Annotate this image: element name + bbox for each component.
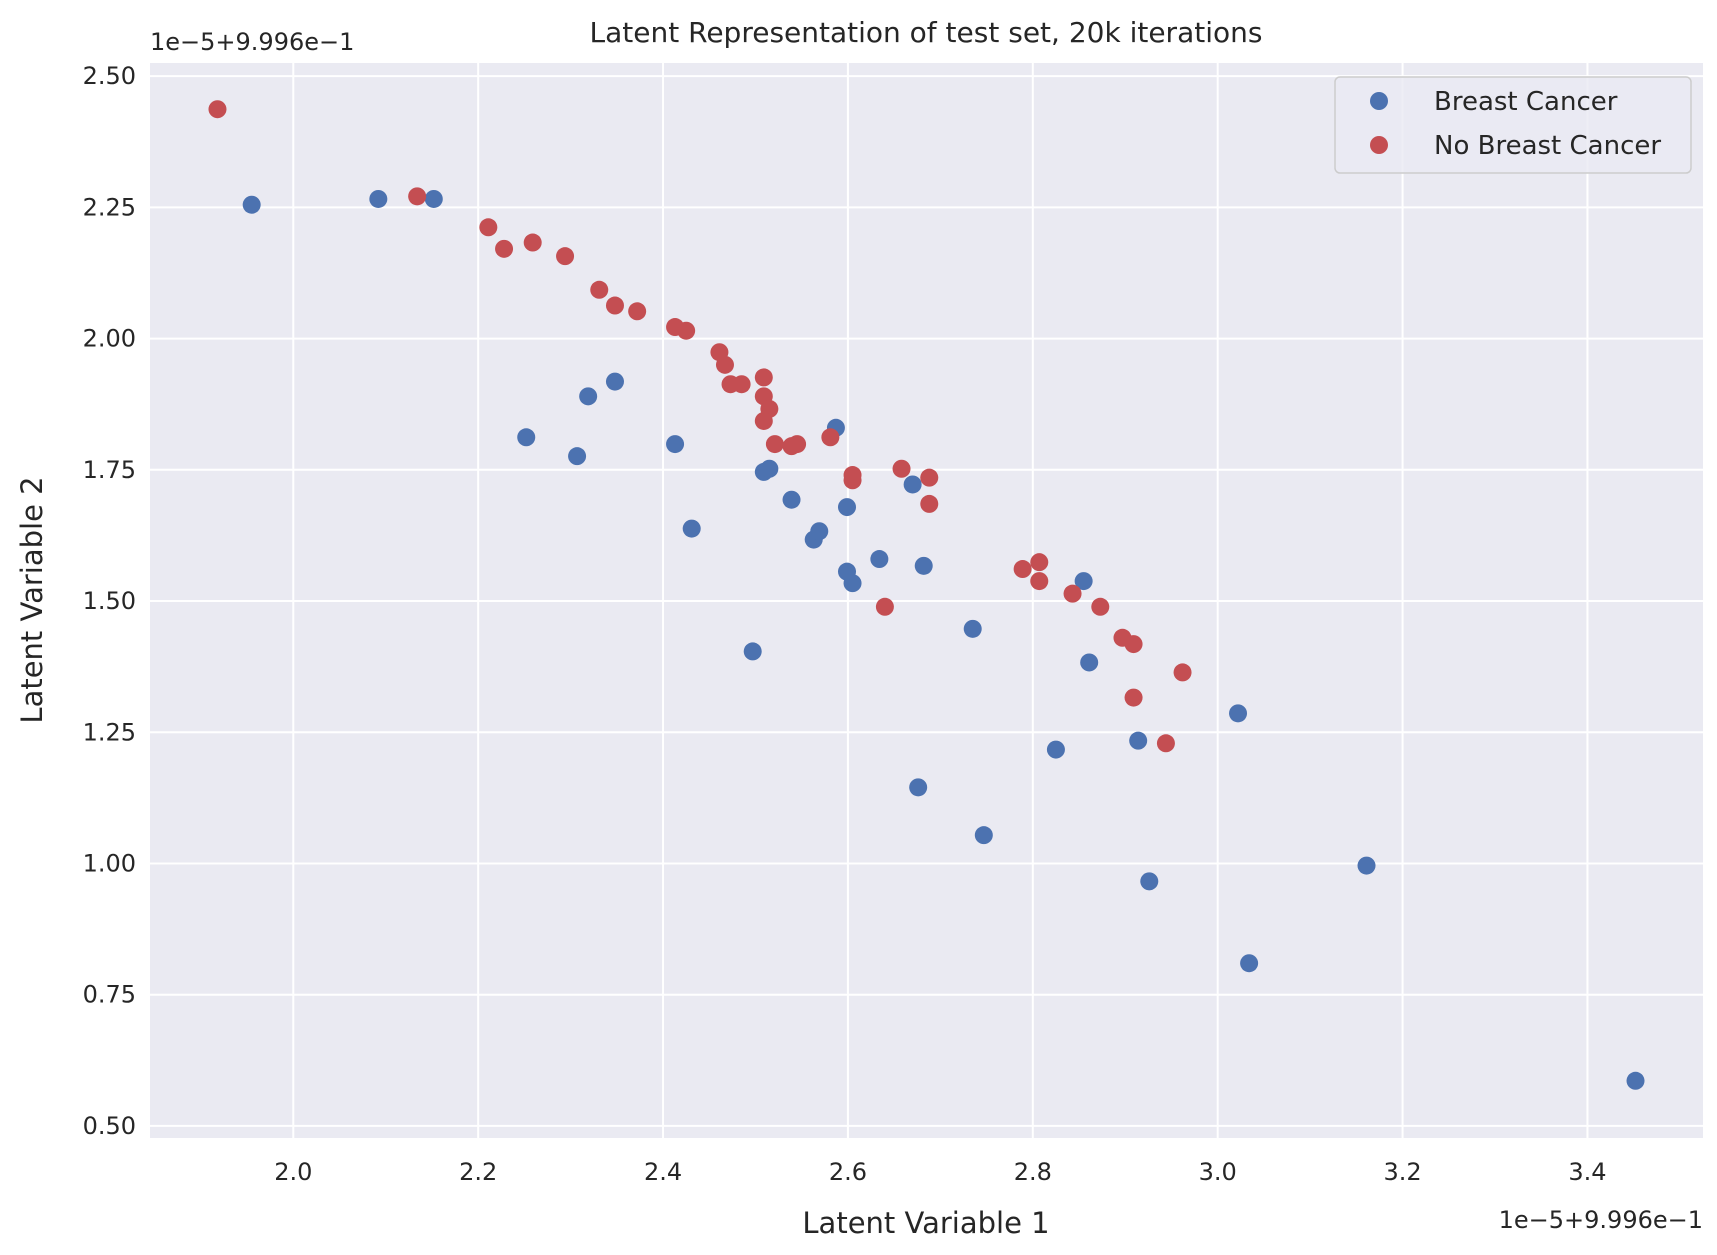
data-point xyxy=(424,189,443,208)
data-point xyxy=(628,302,647,321)
data-point xyxy=(821,428,840,447)
data-point xyxy=(666,435,685,454)
data-point xyxy=(875,597,894,616)
data-point xyxy=(843,574,862,593)
data-point xyxy=(408,187,427,206)
data-point xyxy=(903,475,922,494)
series-breast-cancer xyxy=(242,189,1645,1090)
y-tick-label: 2.00 xyxy=(83,325,136,353)
data-point xyxy=(760,459,779,478)
x-tick-label: 3.2 xyxy=(1383,1158,1421,1186)
data-point xyxy=(242,195,261,214)
data-point xyxy=(605,296,624,315)
data-point xyxy=(568,447,587,466)
data-point xyxy=(605,372,624,391)
data-point xyxy=(754,411,773,430)
data-point xyxy=(1046,740,1065,759)
data-point xyxy=(788,435,807,454)
data-point xyxy=(715,355,734,374)
legend: Breast Cancer No Breast Cancer xyxy=(1334,76,1692,174)
data-point xyxy=(1063,584,1082,603)
data-point xyxy=(732,375,751,394)
data-point xyxy=(1357,856,1376,875)
y-tick-label: 1.50 xyxy=(83,587,136,615)
data-point xyxy=(810,522,829,541)
data-point xyxy=(1129,731,1148,750)
legend-label-breast-cancer: Breast Cancer xyxy=(1434,87,1618,117)
y-tick-label: 2.25 xyxy=(83,193,136,221)
data-point xyxy=(1124,635,1143,654)
data-point xyxy=(1030,572,1049,591)
data-point xyxy=(1173,663,1192,682)
data-point xyxy=(556,247,575,266)
data-point xyxy=(963,619,982,638)
data-point xyxy=(1074,572,1093,591)
data-point xyxy=(677,321,696,340)
data-point xyxy=(920,468,939,487)
chart-title: Latent Representation of test set, 20k i… xyxy=(590,16,1263,49)
series-no-breast-cancer xyxy=(208,100,1192,753)
x-tick-label: 2.0 xyxy=(274,1158,312,1186)
data-point xyxy=(682,519,701,538)
legend-marker-breast-cancer xyxy=(1370,92,1388,110)
data-point xyxy=(590,280,609,299)
y-tick-label: 2.50 xyxy=(83,62,136,90)
x-tick-label: 2.8 xyxy=(1014,1158,1052,1186)
x-tick-label: 3.4 xyxy=(1568,1158,1606,1186)
data-point xyxy=(1013,560,1032,579)
data-point xyxy=(909,778,928,797)
data-point xyxy=(1124,688,1143,707)
data-points xyxy=(208,100,1645,1090)
x-axis-label: Latent Variable 1 xyxy=(802,1206,1049,1240)
legend-marker-no-breast-cancer xyxy=(1370,136,1388,154)
data-point xyxy=(579,387,598,406)
y-axis-ticks: 0.50 0.75 1.00 1.25 1.50 1.75 2.00 2.25 2.50 xyxy=(83,62,136,1140)
data-point xyxy=(843,471,862,490)
data-point xyxy=(495,239,514,258)
data-point xyxy=(782,490,801,509)
x-axis-ticks: 2.0 2.2 2.4 2.6 2.8 3.0 3.2 3.4 xyxy=(274,1158,1606,1186)
data-point xyxy=(914,556,933,575)
data-point xyxy=(1080,653,1099,672)
y-tick-label: 1.75 xyxy=(83,456,136,484)
x-offset-label: 1e−5+9.996e−1 xyxy=(1499,1206,1703,1234)
grid-lines xyxy=(150,63,1703,1138)
data-point xyxy=(517,428,536,447)
data-point xyxy=(1229,704,1248,723)
y-offset-label: 1e−5+9.996e−1 xyxy=(150,28,354,56)
data-point xyxy=(754,368,773,387)
y-tick-label: 1.00 xyxy=(83,849,136,877)
data-point xyxy=(369,189,388,208)
y-tick-label: 0.50 xyxy=(83,1112,136,1140)
data-point xyxy=(1091,597,1110,616)
data-point xyxy=(523,233,542,252)
data-point xyxy=(1030,553,1049,572)
data-point xyxy=(920,494,939,513)
x-tick-label: 2.6 xyxy=(829,1158,867,1186)
data-point xyxy=(870,550,889,569)
data-point xyxy=(892,459,911,478)
legend-label-no-breast-cancer: No Breast Cancer xyxy=(1434,131,1661,161)
y-tick-label: 0.75 xyxy=(83,981,136,1009)
x-tick-label: 3.0 xyxy=(1199,1158,1237,1186)
data-point xyxy=(1240,954,1259,973)
legend-box xyxy=(1334,76,1692,174)
data-point xyxy=(838,498,857,517)
x-tick-label: 2.4 xyxy=(644,1158,682,1186)
y-tick-label: 1.25 xyxy=(83,718,136,746)
y-axis-label: Latent Variable 2 xyxy=(15,476,49,723)
x-tick-label: 2.2 xyxy=(459,1158,497,1186)
data-point xyxy=(208,100,227,119)
data-point xyxy=(1626,1071,1645,1090)
data-point xyxy=(765,435,784,454)
data-point xyxy=(479,218,498,237)
data-point xyxy=(743,642,762,661)
data-point xyxy=(1140,872,1159,891)
data-point xyxy=(974,826,993,845)
data-point xyxy=(1156,734,1175,753)
